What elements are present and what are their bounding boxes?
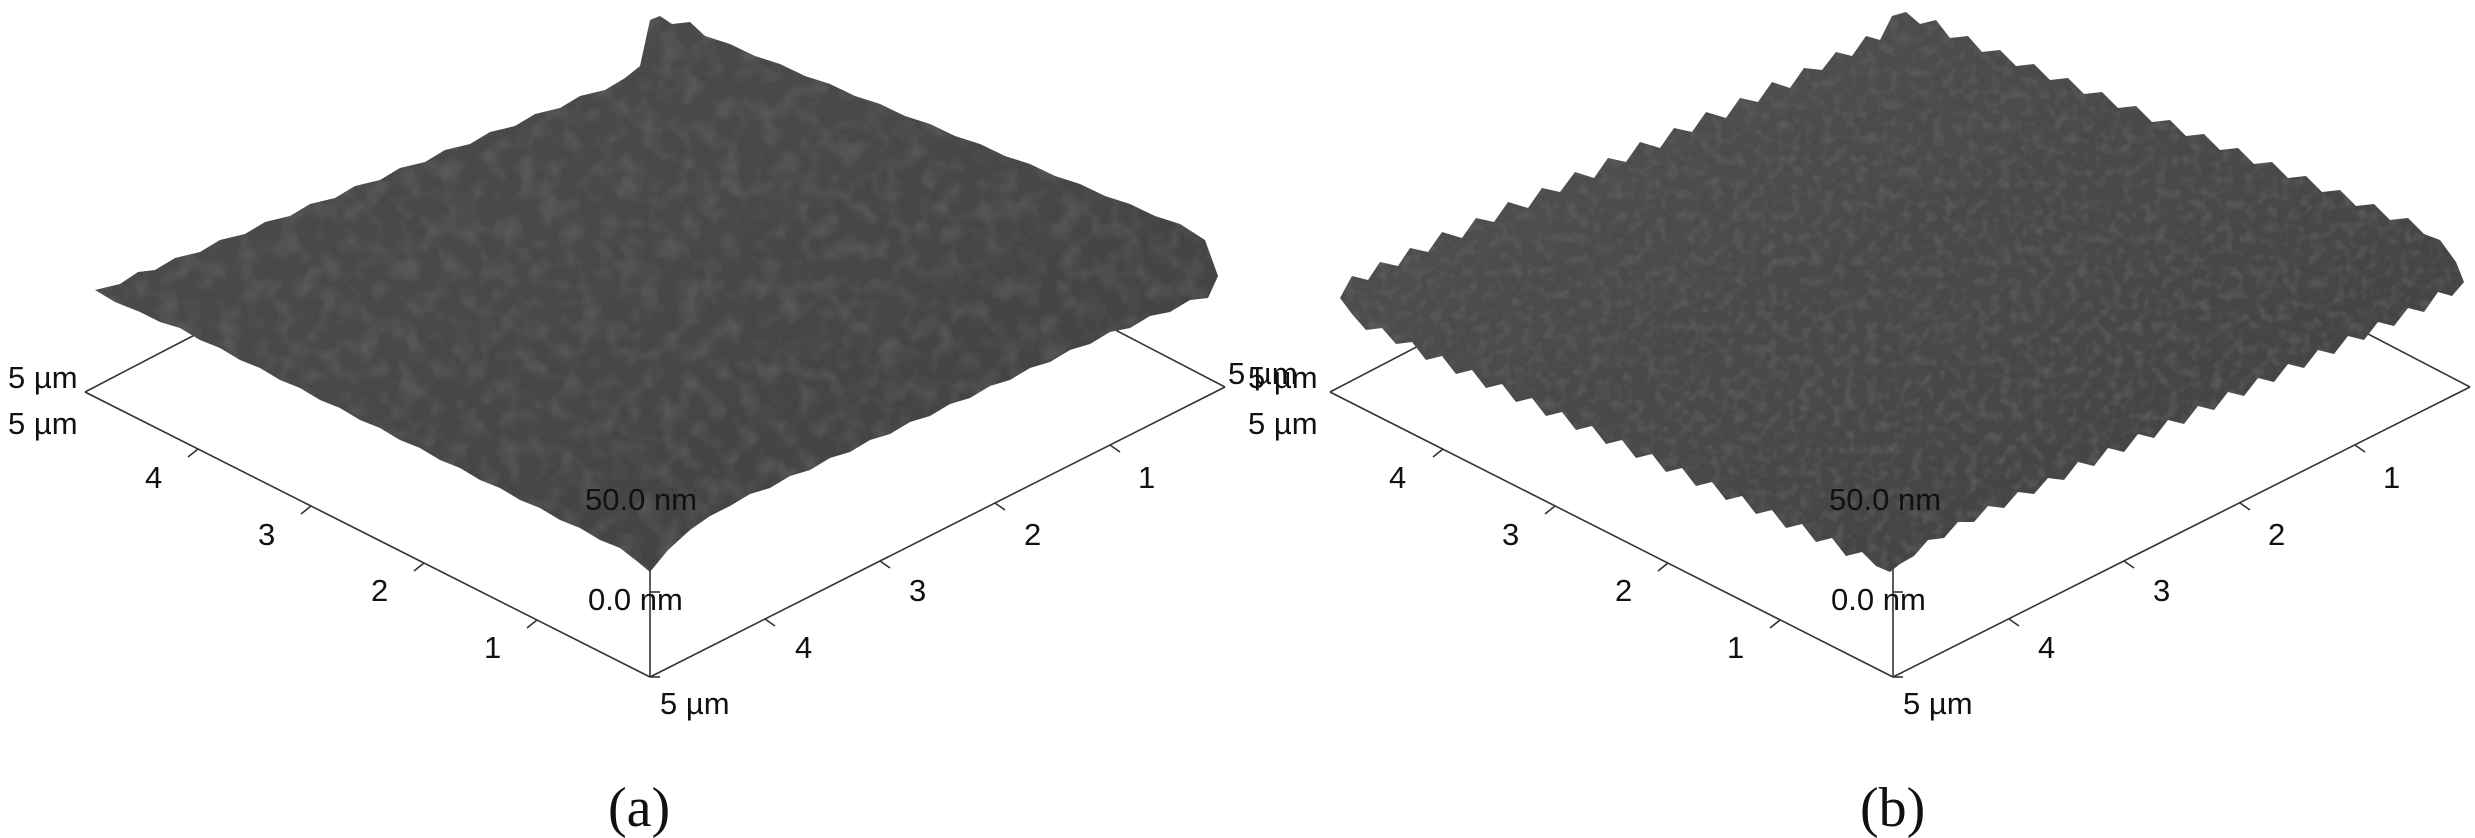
panel-a-right-tick	[764, 618, 776, 627]
panel-b-left-tick-label: 3	[1502, 517, 1519, 552]
panel-a-left-tick-label: 4	[145, 460, 162, 495]
panel-b-afm-surface	[1340, 12, 2464, 572]
panel-a-left-tick	[300, 505, 312, 515]
panel-a-back-right-edge	[1099, 321, 1226, 388]
panel-a-z-max-label: 50.0 nm	[585, 482, 697, 517]
panel-a-left-tick-label: 3	[258, 517, 275, 552]
panel-a-z-min-label: 0.0 nm	[588, 582, 683, 617]
panel-b-right-tick	[2008, 618, 2020, 627]
panel-a-left-tick-label: 2	[371, 573, 388, 608]
panel-b-left-tick-label: 2	[1615, 573, 1632, 608]
panel-a-axis-labels: 5 µm 5 µm 4 3 2 1 1 2 3 4 5 µm 5 µm 50.0…	[8, 356, 1298, 838]
panel-a-origin-label: 5 µm	[660, 686, 730, 721]
panel-b-z-max-label: 50.0 nm	[1829, 482, 1941, 517]
panel-a-left-tick-label: 1	[484, 630, 501, 665]
panel-b-axis-labels: 5 µm 5 µm 4 3 2 1 1 2 3 4 5 µm 50.0 nm 0…	[1248, 360, 2400, 838]
panel-b-left-end-label: 5 µm	[1248, 406, 1318, 441]
panel-b-right-tick	[2239, 502, 2251, 511]
panel-b-left-tick	[1544, 505, 1556, 515]
panel-b-left-tick-label: 4	[1389, 460, 1406, 495]
panel-b-right-tick	[2123, 560, 2135, 569]
panel-b: 5 µm 5 µm 4 3 2 1 1 2 3 4 5 µm 50.0 nm 0…	[1248, 12, 2471, 838]
panel-a-left-end-label: 5 µm	[8, 406, 78, 441]
panel-a-right-tick-label: 1	[1138, 460, 1155, 495]
panel-a-left-tick	[526, 619, 538, 629]
panel-a-left-tick	[413, 562, 425, 572]
panel-a-right-end-label: 5 µm	[1228, 356, 1298, 391]
panel-a-right-tick-label: 2	[1024, 517, 1041, 552]
panel-b-origin-label: 5 µm	[1903, 686, 1973, 721]
panel-b-right-tick-label: 2	[2268, 517, 2285, 552]
panel-a-axes	[84, 321, 1226, 678]
panel-b-right-axis	[1892, 386, 2471, 678]
panel-a-right-tick	[994, 502, 1006, 511]
panel-b-right-tick	[2354, 444, 2366, 453]
panel-a-caption: (a)	[608, 777, 670, 838]
panel-a-right-tick	[879, 560, 891, 569]
panel-a-right-tick-label: 4	[795, 630, 812, 665]
panel-b-left-tick	[1657, 562, 1669, 572]
panel-b-left-axis	[1329, 391, 1894, 678]
panel-b-left-tick	[1769, 619, 1781, 629]
panel-a-left-axis	[84, 391, 651, 678]
panel-b-back-label: 5 µm	[1248, 360, 1318, 395]
panel-a-afm-surface	[95, 16, 1218, 572]
panel-a-back-left-edge	[84, 326, 211, 393]
panel-b-left-tick-label: 1	[1727, 630, 1744, 665]
panel-b-left-tick	[1432, 448, 1444, 458]
panel-a-right-tick	[1109, 444, 1121, 453]
panel-b-right-tick-label: 1	[2383, 460, 2400, 495]
panel-b-right-tick-label: 4	[2038, 630, 2055, 665]
panel-a: 5 µm 5 µm 4 3 2 1 1 2 3 4 5 µm 5 µm 50.0…	[8, 16, 1298, 838]
panel-a-back-label: 5 µm	[8, 360, 78, 395]
panel-a-left-tick	[187, 448, 199, 458]
panel-b-right-tick-label: 3	[2153, 573, 2170, 608]
panel-a-right-tick-label: 3	[909, 573, 926, 608]
panel-b-caption: (b)	[1860, 777, 1925, 838]
panel-a-right-axis	[649, 386, 1226, 678]
panel-b-z-min-label: 0.0 nm	[1831, 582, 1926, 617]
